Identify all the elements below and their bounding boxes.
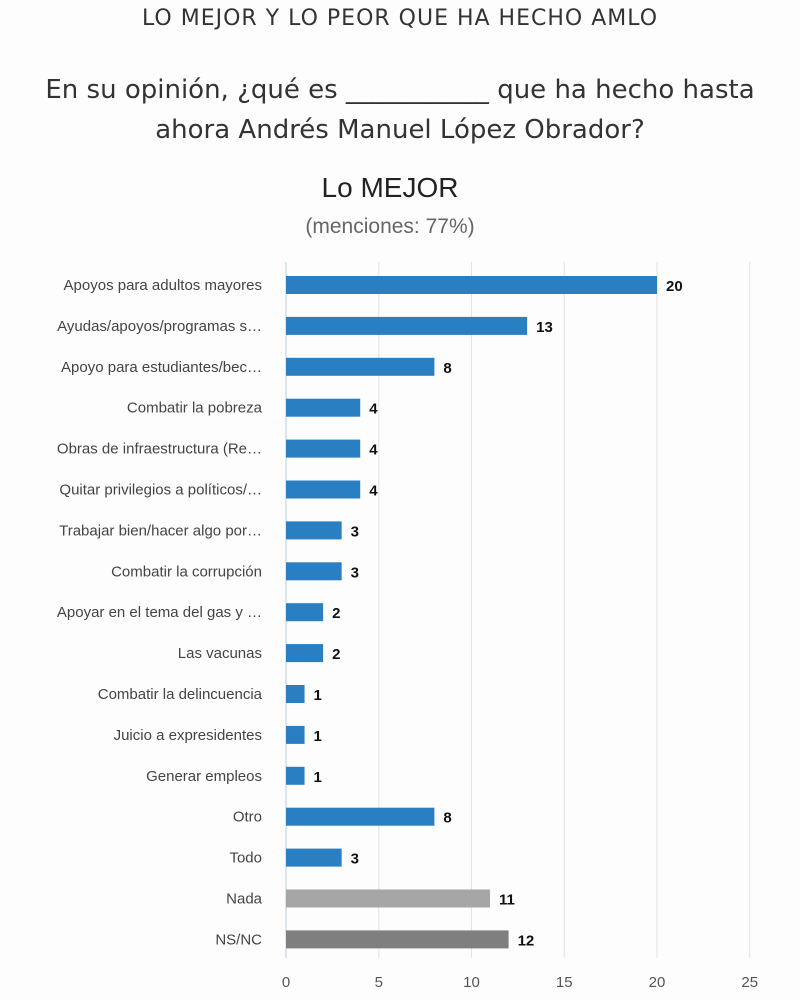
bar xyxy=(286,807,435,826)
bar xyxy=(286,725,305,744)
category-label: Quitar privilegios a políticos/… xyxy=(59,482,262,499)
bar xyxy=(286,603,324,622)
x-tick-label: 15 xyxy=(556,974,573,991)
data-label: 4 xyxy=(369,401,378,418)
data-label: 4 xyxy=(369,442,378,459)
data-label: 1 xyxy=(314,728,322,745)
bar xyxy=(286,644,324,663)
data-label: 2 xyxy=(332,605,340,622)
category-label: Nada xyxy=(226,891,263,908)
data-label: 2 xyxy=(332,646,340,663)
category-label: Combatir la delincuencia xyxy=(98,686,263,703)
category-label: Apoyos para adultos mayores xyxy=(64,277,262,294)
category-label: Combatir la corrupción xyxy=(111,563,262,580)
data-label: 13 xyxy=(536,319,553,336)
category-label: Ayudas/apoyos/programas s… xyxy=(57,318,262,335)
x-tick-label: 0 xyxy=(282,974,290,991)
bar xyxy=(286,357,435,376)
grid-layer xyxy=(285,262,751,958)
x-tick-label: 10 xyxy=(463,974,480,991)
chart-subtitle: (menciones: 77%) xyxy=(305,215,475,238)
data-label: 8 xyxy=(443,360,451,377)
category-label: Apoyar en el tema del gas y … xyxy=(57,604,262,621)
data-label: 3 xyxy=(351,851,359,868)
bar xyxy=(286,439,361,458)
category-label: Combatir la pobreza xyxy=(127,400,263,417)
category-label: NS/NC xyxy=(215,931,262,948)
bar xyxy=(286,889,491,908)
chart-title: Lo MEJOR xyxy=(321,172,459,203)
question-line-1: En su opinión, ¿qué es ___________ que h… xyxy=(45,75,755,105)
x-tick-label: 25 xyxy=(741,974,758,991)
category-label: Las vacunas xyxy=(178,645,262,662)
data-label: 8 xyxy=(443,810,451,827)
category-label: Apoyo para estudiantes/bec… xyxy=(61,359,262,376)
category-label: Todo xyxy=(229,850,262,867)
bar xyxy=(286,316,528,335)
category-label: Obras de infraestructura (Re… xyxy=(57,441,262,458)
bar xyxy=(286,276,657,294)
question-line-2: ahora Andrés Manuel López Obrador? xyxy=(155,115,645,145)
x-tick-label: 5 xyxy=(375,974,383,991)
data-label: 3 xyxy=(351,564,359,581)
data-label: 3 xyxy=(351,523,359,540)
category-label: Generar empleos xyxy=(146,768,262,785)
bar xyxy=(286,848,342,867)
data-label: 1 xyxy=(314,769,322,786)
label-layer: 0 5 10 15 20 25 Apoyos para adultos mayores 20 A… xyxy=(57,277,758,991)
data-label: 20 xyxy=(666,278,683,295)
page-title: LO MEJOR Y LO PEOR QUE HA HECHO AMLO xyxy=(141,6,659,31)
bar xyxy=(286,480,361,499)
data-label: 11 xyxy=(499,892,515,909)
category-label: Juicio a expresidentes xyxy=(114,727,262,744)
data-label: 12 xyxy=(518,932,535,949)
data-label: 1 xyxy=(314,687,322,704)
bar xyxy=(286,398,361,417)
bar xyxy=(286,562,342,581)
bar xyxy=(286,766,305,785)
data-label: 4 xyxy=(369,483,378,500)
bar xyxy=(286,930,509,949)
survey-question: En su opinión, ¿qué es ___________ que h… xyxy=(0,70,800,150)
x-tick-label: 20 xyxy=(649,974,666,991)
bar xyxy=(286,521,342,540)
bar-layer xyxy=(286,276,657,949)
bar xyxy=(286,685,305,703)
category-label: Otro xyxy=(233,809,262,826)
category-label: Trabajar bien/hacer algo por… xyxy=(59,522,262,539)
